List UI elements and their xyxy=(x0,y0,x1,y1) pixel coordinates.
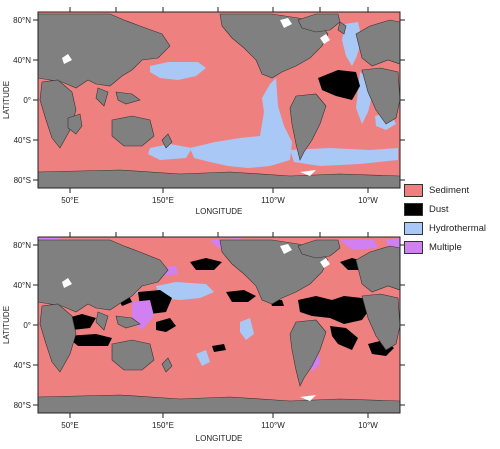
top-map-panel: 80°N 40°N 0° 40°S 80°S 50°E 150°E 110°W … xyxy=(2,7,405,216)
top-lon-label: 50°E xyxy=(61,196,78,205)
top-lat-label: 0° xyxy=(23,96,31,105)
top-lat-label: 80°N xyxy=(13,16,31,25)
bottom-ice xyxy=(62,244,330,401)
legend-item-sediment: Sediment xyxy=(404,183,500,197)
legend-label-sediment: Sediment xyxy=(429,184,470,196)
bottom-lat-tick-labels: 80°N 40°N 0° 40°S 80°S xyxy=(13,241,31,410)
bottom-ylabel: LATITUDE xyxy=(2,306,11,344)
top-lat-tick-labels: 80°N 40°N 0° 40°S 80°S xyxy=(13,16,31,185)
legend-item-dust: Dust xyxy=(404,202,500,216)
top-ticks xyxy=(33,7,405,193)
top-lon-label: 150°E xyxy=(152,196,174,205)
bottom-lon-label: 150°E xyxy=(152,421,174,430)
legend-swatch-hydrothermal xyxy=(404,221,423,235)
top-ylabel: LATITUDE xyxy=(2,81,11,119)
legend-swatch-multiple xyxy=(404,240,423,254)
bottom-lon-label: 110°W xyxy=(261,421,285,430)
bottom-lat-label: 40°N xyxy=(13,281,31,290)
top-lat-label: 40°S xyxy=(14,136,31,145)
legend-label-dust: Dust xyxy=(429,203,449,215)
bottom-xlabel: LONGITUDE xyxy=(196,434,243,443)
bottom-lon-tick-labels: 50°E 150°E 110°W 10°W xyxy=(61,421,378,430)
legend-item-multiple: Multiple xyxy=(404,240,500,254)
top-hydrothermal-regions xyxy=(58,22,398,168)
legend-label-multiple: Multiple xyxy=(429,241,462,253)
bottom-land xyxy=(38,239,400,413)
bottom-lat-label: 80°S xyxy=(14,401,31,410)
bottom-lat-label: 80°N xyxy=(13,241,31,250)
legend: Sediment Dust Hydrothermal Multiple xyxy=(404,183,500,259)
top-lon-tick-labels: 50°E 150°E 110°W 10°W xyxy=(61,196,378,205)
top-ice xyxy=(62,18,330,176)
bottom-lon-label: 10°W xyxy=(358,421,378,430)
bottom-lon-label: 50°E xyxy=(61,421,78,430)
bottom-lat-label: 0° xyxy=(23,321,31,330)
legend-swatch-sediment xyxy=(404,183,423,197)
bottom-lat-label: 40°S xyxy=(14,361,31,370)
top-land xyxy=(38,13,400,188)
legend-label-hydrothermal: Hydrothermal xyxy=(429,222,487,234)
top-lon-label: 110°W xyxy=(261,196,285,205)
bottom-map-panel: 80°N 40°N 0° 40°S 80°S 50°E 150°E 110°W … xyxy=(2,232,405,443)
legend-item-hydrothermal: Hydrothermal xyxy=(404,221,500,235)
top-lat-label: 80°S xyxy=(14,176,31,185)
legend-swatch-dust xyxy=(404,202,423,216)
top-lon-label: 10°W xyxy=(358,196,378,205)
bottom-dust-regions xyxy=(60,258,396,356)
top-lat-label: 40°N xyxy=(13,56,31,65)
top-xlabel: LONGITUDE xyxy=(196,207,243,216)
top-dust-atlantic xyxy=(318,70,360,100)
bottom-ticks xyxy=(33,232,405,418)
